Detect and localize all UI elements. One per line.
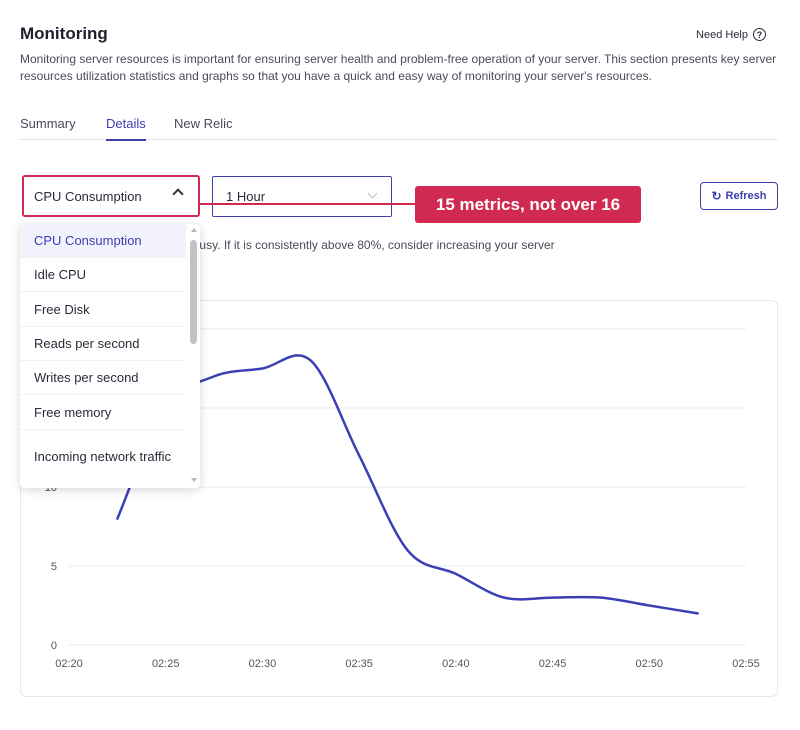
x-tick-label: 02:55 (732, 658, 760, 670)
need-help-link[interactable]: Need Help ? (696, 28, 766, 41)
x-tick-label: 02:30 (249, 658, 277, 670)
chevron-down-icon (367, 188, 378, 199)
x-tick-label: 02:40 (442, 658, 470, 670)
dropdown-scrollbar[interactable] (190, 226, 198, 486)
tab-new-relic[interactable]: New Relic (174, 116, 233, 131)
annotation-badge: 15 metrics, not over 16 (415, 186, 641, 223)
refresh-button[interactable]: ↻ Refresh (700, 182, 778, 210)
refresh-icon: ↻ (711, 189, 722, 203)
metric-select-value: CPU Consumption (34, 188, 142, 204)
tab-details[interactable]: Details (106, 116, 146, 141)
metric-dropdown-menu: CPU Consumption Idle CPU Free Disk Reads… (20, 224, 200, 488)
page-title: Monitoring (20, 24, 108, 43)
x-tick-label: 02:35 (345, 658, 373, 670)
tab-summary[interactable]: Summary (20, 116, 76, 131)
tab-bar: Summary Details New Relic (20, 112, 778, 141)
time-range-value: 1 Hour (226, 189, 266, 204)
dropdown-item-idle-cpu[interactable]: Idle CPU (20, 258, 186, 292)
chevron-up-icon (172, 188, 184, 200)
scroll-up-arrow-icon[interactable] (191, 228, 197, 232)
dropdown-item-cpu-consumption[interactable]: CPU Consumption (20, 224, 186, 258)
annotation-connector (200, 203, 416, 205)
time-range-select[interactable]: 1 Hour (212, 176, 392, 217)
scroll-thumb[interactable] (190, 240, 197, 344)
metric-select[interactable]: CPU Consumption (22, 175, 200, 217)
refresh-label: Refresh (725, 190, 767, 202)
dropdown-item-free-disk[interactable]: Free Disk (20, 292, 186, 327)
dropdown-item-free-memory[interactable]: Free memory (20, 395, 186, 430)
x-tick-label: 02:45 (539, 658, 567, 670)
scroll-down-arrow-icon[interactable] (191, 478, 197, 482)
dropdown-item-incoming-network-traffic[interactable]: Incoming network traffic (34, 448, 172, 464)
y-tick-label: 5 (51, 561, 57, 573)
y-tick-label: 0 (51, 640, 57, 652)
page-description: Monitoring server resources is important… (20, 52, 777, 83)
question-circle-icon: ? (753, 28, 766, 41)
x-tick-label: 02:25 (152, 658, 180, 670)
x-tick-label: 02:50 (636, 658, 664, 670)
dropdown-item-writes-per-second[interactable]: Writes per second (20, 361, 186, 395)
series-line (116, 354, 699, 615)
need-help-label: Need Help (696, 28, 748, 41)
dropdown-item-reads-per-second[interactable]: Reads per second (20, 327, 186, 361)
x-tick-label: 02:20 (55, 658, 83, 670)
